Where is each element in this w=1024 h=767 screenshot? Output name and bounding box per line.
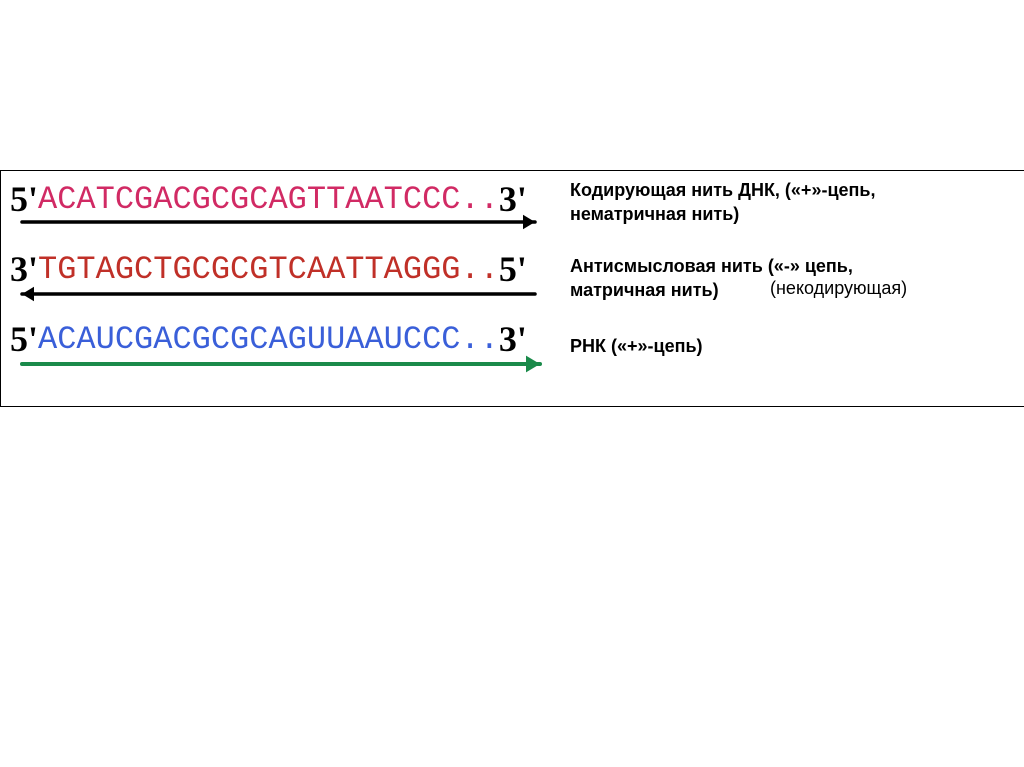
diagram-canvas: 5' ACATCGACGCGCAGTTAATCCC.. 3' Кодирующа…	[0, 0, 1024, 767]
arrow-coding	[2, 202, 555, 242]
antisense-added-note: (некодирующая)	[770, 278, 907, 299]
rna-description: РНК («+»-цепь)	[570, 334, 703, 358]
coding-desc-line2: нематричная нить)	[570, 202, 875, 226]
rna-desc-line1: РНК («+»-цепь)	[570, 334, 703, 358]
arrow-antisense	[2, 274, 555, 314]
coding-desc-line1: Кодирующая нить ДНК, («+»-цепь,	[570, 178, 875, 202]
arrow-rna	[2, 344, 560, 384]
coding-description: Кодирующая нить ДНК, («+»-цепь, нематрич…	[570, 178, 875, 227]
antisense-desc-line1: Антисмысловая нить («-» цепь,	[570, 254, 853, 278]
antisense-added-text: (некодирующая)	[770, 278, 907, 298]
